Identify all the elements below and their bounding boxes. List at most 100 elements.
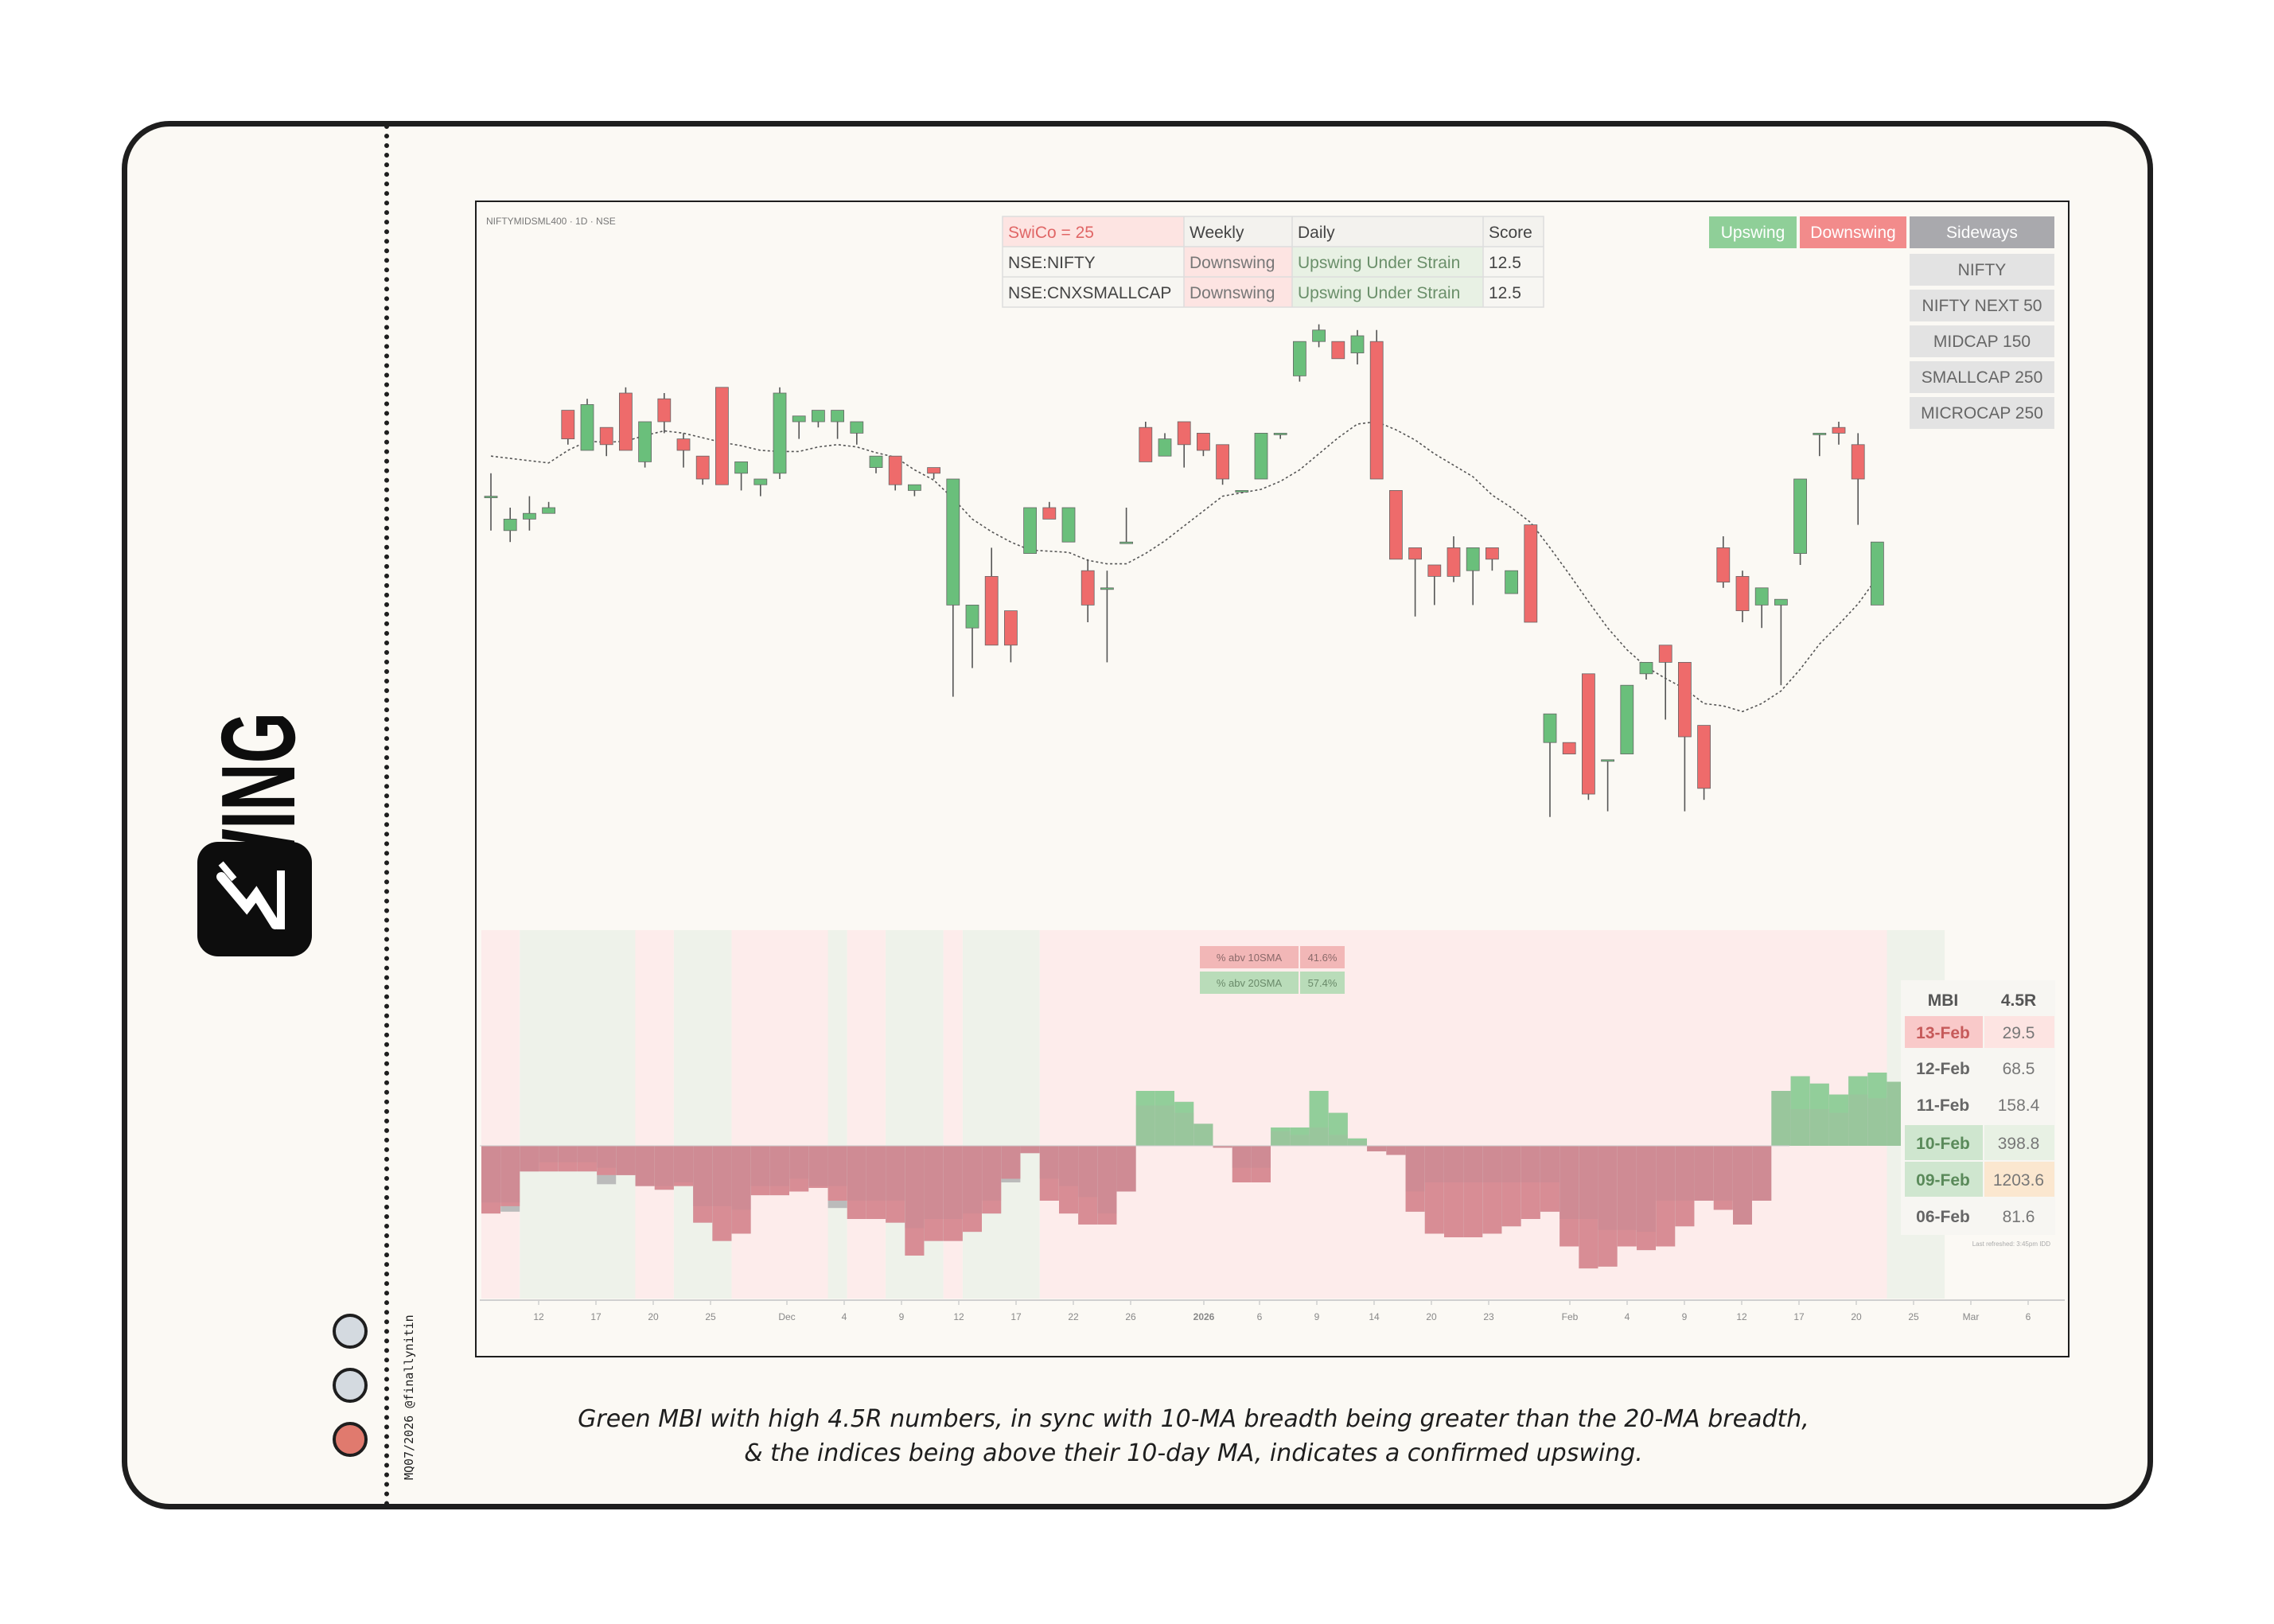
mbi-bar bbox=[539, 1146, 559, 1172]
mbi-footnote: Last refreshed: 3:45pm IDD bbox=[1972, 1240, 2050, 1248]
candle bbox=[927, 467, 940, 479]
candle-body bbox=[773, 392, 787, 474]
mbi-bar-inner bbox=[1598, 1146, 1618, 1230]
x-tick-label: 17 bbox=[1793, 1311, 1805, 1322]
candle bbox=[792, 415, 806, 439]
swico-r0-c2: Upswing Under Strain bbox=[1298, 254, 1460, 272]
mbi-bar bbox=[500, 1146, 520, 1212]
mbi-bar bbox=[1790, 1076, 1810, 1146]
mbi-bar bbox=[1694, 1146, 1714, 1201]
index-microcap-250: MICROCAP 250 bbox=[1921, 404, 2043, 423]
candle-body bbox=[1119, 541, 1133, 544]
mbi-bar bbox=[635, 1146, 655, 1186]
mbi-bg-up bbox=[827, 930, 847, 1299]
candle-body bbox=[1293, 341, 1306, 376]
mbi-bar-inner bbox=[1232, 1146, 1252, 1168]
candle bbox=[1273, 432, 1287, 439]
mbi-bar-inner bbox=[1694, 1146, 1714, 1201]
mbi-bar bbox=[1482, 1146, 1502, 1234]
mbi-bar-inner bbox=[905, 1146, 925, 1229]
mbi-bar bbox=[1213, 1146, 1232, 1148]
mbi-bar bbox=[1155, 1091, 1174, 1146]
caption: Green MBI with high 4.5R numbers, in syn… bbox=[477, 1402, 1910, 1470]
candle bbox=[1081, 559, 1095, 622]
mbi-bar bbox=[1116, 1146, 1136, 1192]
mbi-bar-inner bbox=[789, 1146, 809, 1179]
mbi-bar-inner bbox=[674, 1146, 693, 1182]
candle-body bbox=[869, 455, 883, 469]
candle bbox=[1793, 478, 1807, 565]
mbi-bar-inner bbox=[1540, 1146, 1559, 1182]
mbi-bar bbox=[1059, 1146, 1078, 1214]
swico-header-1: Weekly bbox=[1190, 224, 1244, 242]
candle bbox=[1312, 324, 1326, 348]
mbi-bar bbox=[1444, 1146, 1463, 1237]
x-tick-label: 2026 bbox=[1193, 1311, 1215, 1322]
x-tick-label: 12 bbox=[1736, 1311, 1747, 1322]
mbi-bar bbox=[731, 1146, 751, 1234]
x-tick-label: 26 bbox=[1125, 1311, 1136, 1322]
candle bbox=[1524, 524, 1538, 623]
mbi-r3-date: 10-Feb bbox=[1916, 1135, 1970, 1153]
mbi-bar bbox=[1271, 1127, 1291, 1146]
mbi-bar-inner bbox=[1617, 1146, 1637, 1230]
mbi-bar bbox=[1174, 1101, 1194, 1146]
candle bbox=[695, 455, 710, 485]
candle-body bbox=[965, 604, 979, 629]
swico-header-0: SwiCo = 25 bbox=[1008, 224, 1094, 242]
candle bbox=[753, 478, 768, 497]
candle-body bbox=[1254, 432, 1268, 480]
mbi-bar bbox=[1617, 1146, 1637, 1247]
mbi-bar bbox=[1328, 1112, 1348, 1146]
candle bbox=[561, 410, 575, 445]
mbi-bar bbox=[886, 1146, 905, 1223]
mbi-bar bbox=[963, 1146, 982, 1233]
mbi-bar-inner bbox=[1463, 1146, 1483, 1182]
candle-body bbox=[1331, 341, 1345, 360]
candle bbox=[1678, 662, 1692, 812]
candle bbox=[908, 484, 921, 497]
mbi-bar bbox=[693, 1146, 713, 1223]
candle bbox=[1754, 587, 1769, 629]
candle bbox=[1427, 564, 1442, 606]
candle bbox=[1505, 570, 1518, 594]
candle-body bbox=[542, 507, 555, 514]
mbi-bar-inner bbox=[1193, 1124, 1213, 1146]
candle bbox=[1177, 421, 1191, 468]
chart-frame: NIFTYMIDSML400 · 1D · NSE SwiCo = 25 Wee… bbox=[475, 201, 2070, 1357]
candle-body bbox=[1851, 444, 1865, 480]
mbi-bar-inner bbox=[963, 1146, 982, 1214]
candle-body bbox=[599, 426, 613, 446]
breadth-10sma-label: % abv 10SMA bbox=[1217, 952, 1283, 964]
candle-body bbox=[792, 415, 806, 423]
mbi-bar-inner bbox=[1367, 1146, 1387, 1151]
swico-r1-c2: Upswing Under Strain bbox=[1298, 284, 1460, 302]
candle-body bbox=[1081, 570, 1095, 606]
mbi-bar bbox=[578, 1146, 597, 1172]
candle bbox=[1774, 598, 1788, 686]
mbi-bar bbox=[1713, 1146, 1733, 1210]
candle-body bbox=[1139, 426, 1153, 462]
mbi-bar-inner bbox=[1290, 1135, 1310, 1146]
candle bbox=[1139, 422, 1153, 462]
mbi-bar bbox=[520, 1146, 539, 1172]
mbi-bar-inner bbox=[1252, 1146, 1271, 1168]
candle bbox=[1716, 536, 1731, 588]
mbi-r1-val: 68.5 bbox=[2003, 1060, 2035, 1078]
candle bbox=[1350, 329, 1365, 364]
x-tick-label: 17 bbox=[1010, 1311, 1022, 1322]
mbi-r4-date: 09-Feb bbox=[1916, 1171, 1970, 1190]
candle bbox=[1369, 329, 1384, 480]
mbi-bar-inner bbox=[1501, 1146, 1521, 1182]
x-tick-label: Feb bbox=[1562, 1311, 1579, 1322]
candle bbox=[1061, 507, 1076, 543]
candle bbox=[773, 387, 787, 479]
candle-body bbox=[1524, 524, 1538, 623]
mbi-bar-inner bbox=[1424, 1146, 1444, 1182]
candle bbox=[1466, 547, 1480, 606]
candle bbox=[1735, 571, 1750, 622]
mbi-bar bbox=[1039, 1146, 1059, 1201]
candle bbox=[1293, 341, 1306, 382]
candle-body bbox=[1485, 547, 1499, 560]
candle-body bbox=[695, 455, 710, 480]
